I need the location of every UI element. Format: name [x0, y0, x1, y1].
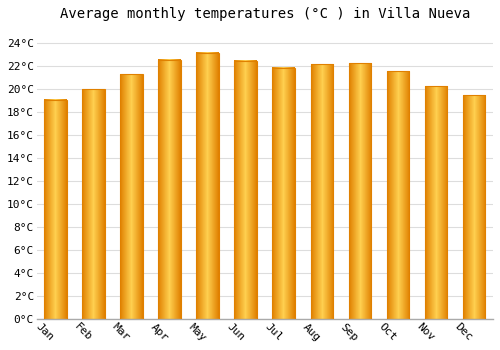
Bar [44, 100, 67, 319]
Title: Average monthly temperatures (°C ) in Villa Nueva: Average monthly temperatures (°C ) in Vi… [60, 7, 470, 21]
Bar [158, 60, 181, 319]
Bar [196, 52, 220, 319]
Bar [462, 95, 485, 319]
Bar [348, 63, 372, 319]
Bar [386, 71, 409, 319]
Bar [82, 89, 105, 319]
Bar [310, 64, 334, 319]
Bar [234, 61, 258, 319]
Bar [272, 68, 295, 319]
Bar [424, 86, 448, 319]
Bar [120, 75, 143, 319]
